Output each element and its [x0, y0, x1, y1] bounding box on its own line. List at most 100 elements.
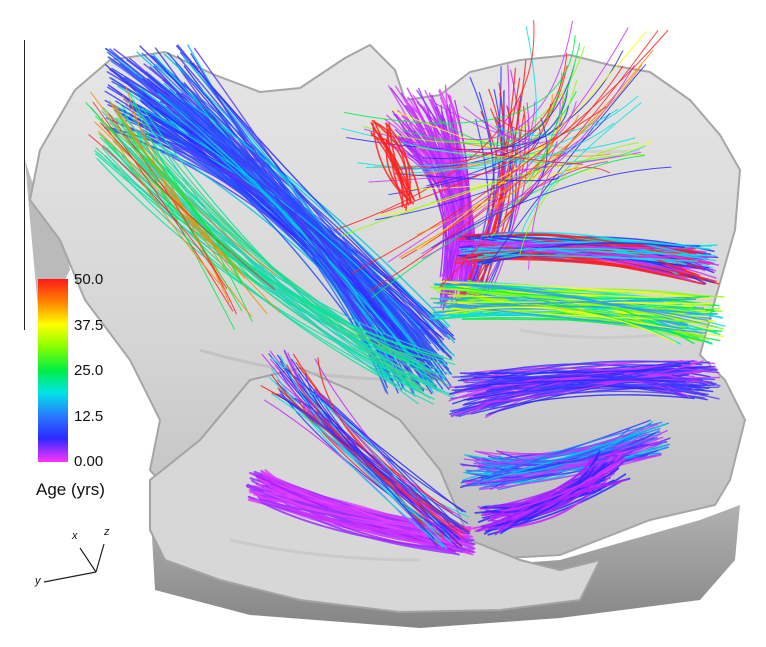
fiber-tract	[469, 101, 536, 257]
fiber-tract	[485, 383, 716, 392]
legend-tick-low: 12.5	[74, 408, 104, 425]
fiber-tract	[400, 72, 563, 145]
fiber-tract	[454, 379, 687, 389]
fiber-tract	[421, 65, 635, 259]
axis-z-label: z	[104, 526, 110, 538]
fiber-tract	[99, 122, 276, 290]
fiber-tract	[463, 101, 577, 144]
orientation-axes-widget	[43, 543, 105, 583]
fiber-tract	[474, 82, 505, 303]
fiber-tract	[525, 43, 581, 185]
fiber-tract	[381, 106, 607, 214]
fiber-tract	[471, 105, 527, 294]
fiber-tract	[415, 20, 573, 140]
fiber-tract	[462, 360, 695, 406]
fiber-tract	[480, 488, 602, 509]
axis-y-label: y	[35, 575, 41, 587]
fiber-tract	[157, 92, 419, 366]
fiber-tract	[375, 122, 408, 211]
fiber-tract	[170, 90, 456, 344]
fiber-tract	[518, 117, 548, 205]
fiber-tract	[132, 99, 423, 394]
fiber-tract	[445, 306, 677, 344]
fiber-tract	[98, 130, 246, 279]
fiber-tract	[476, 481, 621, 532]
fiber-tract	[297, 373, 435, 540]
axis-x-label: x	[72, 530, 78, 542]
fiber-tract	[363, 119, 529, 154]
fiber-tract	[454, 161, 609, 236]
fiber-tract	[343, 34, 576, 124]
fiber-tract	[122, 94, 230, 303]
fiber-tract	[314, 390, 454, 550]
fiber-tract	[439, 30, 659, 288]
legend-tick-max: 50.0	[74, 271, 104, 288]
fiber-tract	[291, 358, 467, 513]
fiber-tract	[94, 116, 243, 283]
fiber-tract	[416, 64, 643, 236]
fiber-tract	[156, 82, 434, 362]
fiber-tract	[481, 380, 717, 385]
fiber-tract	[487, 374, 685, 387]
fiber-tract	[447, 295, 693, 308]
fiber-tract	[478, 454, 658, 491]
fiber-tracts	[85, 20, 726, 556]
fiber-tract	[487, 64, 647, 266]
fiber-tract	[455, 306, 707, 334]
fiber-tract	[96, 157, 455, 397]
fiber-tract	[489, 482, 609, 522]
fiber-tract	[431, 166, 672, 249]
fiber-tract	[391, 110, 453, 296]
fiber-tract	[279, 355, 452, 542]
fiber-tract	[118, 113, 236, 330]
fiber-tract	[416, 31, 647, 250]
panel-divider-line	[24, 40, 25, 330]
fiber-tract	[145, 133, 428, 370]
fiber-tract	[455, 59, 527, 304]
legend-title: Age (yrs)	[36, 480, 105, 499]
fiber-tract	[370, 131, 410, 206]
fiber-tract	[478, 437, 658, 465]
fiber-tract	[450, 390, 705, 417]
fiber-tract	[408, 154, 455, 275]
fiber-tract	[439, 280, 711, 300]
fiber-tract	[461, 241, 711, 252]
fiber-tract	[473, 245, 715, 258]
fiber-tract	[107, 104, 391, 358]
legend-tick-min: 0.00	[74, 453, 104, 470]
fiber-tract	[370, 121, 416, 202]
fiber-tract	[113, 109, 416, 370]
fiber-tract	[465, 289, 725, 298]
fiber-tract	[477, 242, 685, 264]
fiber-tract	[371, 119, 421, 199]
fiber-tract	[101, 147, 444, 377]
fiber-tract	[284, 367, 464, 513]
fiber-tract	[101, 118, 226, 290]
fiber-tract	[503, 464, 618, 512]
fiber-tract	[474, 427, 632, 471]
fiber-tract	[432, 305, 699, 315]
fiber-tract	[471, 421, 663, 485]
fiber-tract	[470, 394, 695, 415]
fiber-tract	[463, 439, 666, 464]
fiber-tract	[352, 29, 669, 274]
age-colorbar	[38, 279, 68, 462]
fiber-tract	[270, 359, 461, 517]
fiber-tract	[90, 91, 281, 313]
fiber-tract	[167, 110, 443, 375]
fiber-tract	[521, 102, 642, 232]
fiber-tract	[179, 80, 440, 351]
fiber-tract	[491, 443, 661, 478]
fiber-tract	[460, 247, 717, 262]
fiber-tract	[498, 468, 619, 529]
fiber-tract	[395, 95, 639, 174]
fiber-tract	[462, 367, 682, 394]
fiber-tract	[176, 92, 448, 335]
fiber-tract	[436, 290, 693, 324]
fiber-tract	[421, 65, 575, 160]
fiber-tract	[108, 113, 237, 315]
fiber-tract	[519, 142, 639, 255]
fiber-tract	[466, 450, 658, 479]
fiber-tract	[85, 102, 243, 312]
